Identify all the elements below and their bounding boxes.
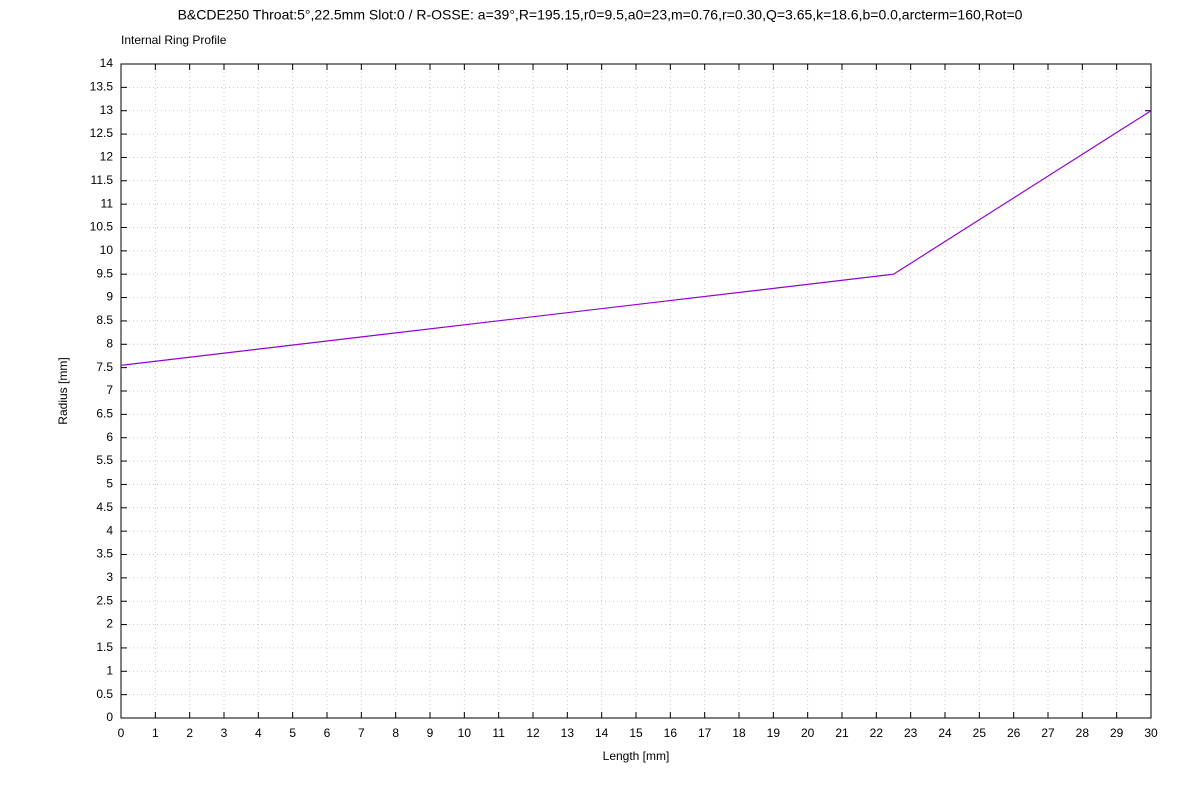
x-tick-label: 4	[255, 726, 262, 740]
x-tick-label: 21	[835, 726, 849, 740]
x-tick-label: 27	[1041, 726, 1055, 740]
y-tick-label: 8	[106, 336, 113, 350]
y-tick-label: 0.5	[96, 687, 113, 701]
y-tick-label: 10	[100, 243, 114, 257]
y-tick-label: 3.5	[96, 547, 113, 561]
y-tick-label: 4.5	[96, 500, 113, 514]
x-axis-label: Length [mm]	[603, 749, 670, 763]
x-tick-label: 6	[324, 726, 331, 740]
y-tick-label: 2	[106, 617, 113, 631]
y-tick-label: 8.5	[96, 313, 113, 327]
x-tick-label: 24	[938, 726, 952, 740]
x-tick-label: 14	[595, 726, 609, 740]
y-tick-label: 9	[106, 290, 113, 304]
x-tick-label: 0	[118, 726, 125, 740]
x-tick-label: 17	[698, 726, 712, 740]
x-tick-label: 26	[1007, 726, 1021, 740]
y-tick-label: 13.5	[90, 80, 114, 94]
y-tick-label: 6.5	[96, 407, 113, 421]
x-tick-label: 16	[664, 726, 678, 740]
x-tick-label: 29	[1110, 726, 1124, 740]
y-tick-label: 1	[106, 663, 113, 677]
y-tick-label: 7.5	[96, 360, 113, 374]
chart-title: B&CDE250 Throat:5°,22.5mm Slot:0 / R-OSS…	[178, 7, 1023, 23]
x-tick-label: 20	[801, 726, 815, 740]
y-tick-label: 6	[106, 430, 113, 444]
y-tick-label: 13	[100, 103, 114, 117]
y-tick-label: 5	[106, 477, 113, 491]
x-tick-label: 15	[629, 726, 643, 740]
x-tick-label: 25	[973, 726, 987, 740]
x-tick-label: 5	[289, 726, 296, 740]
x-tick-label: 19	[767, 726, 781, 740]
x-tick-label: 3	[221, 726, 228, 740]
y-tick-label: 5.5	[96, 453, 113, 467]
y-tick-label: 3	[106, 570, 113, 584]
chart-subtitle: Internal Ring Profile	[121, 33, 227, 47]
plot-frame	[120, 63, 1152, 719]
y-tick-label: 14	[100, 56, 114, 70]
y-tick-label: 0	[106, 710, 113, 724]
y-tick-label: 7	[106, 383, 113, 397]
y-axis-label: Radius [mm]	[56, 357, 70, 424]
line-series	[120, 110, 1152, 366]
x-tick-label: 7	[358, 726, 365, 740]
x-tick-label: 30	[1144, 726, 1158, 740]
x-tick-label: 9	[427, 726, 434, 740]
y-tick-label: 1.5	[96, 640, 113, 654]
x-tick-label: 1	[152, 726, 159, 740]
x-tick-label: 8	[392, 726, 399, 740]
y-tick-label: 12	[100, 150, 114, 164]
y-tick-label: 11.5	[91, 173, 114, 187]
x-tick-label: 18	[732, 726, 746, 740]
x-tick-label: 10	[458, 726, 472, 740]
x-tick-label: 23	[904, 726, 918, 740]
x-tick-label: 2	[186, 726, 193, 740]
y-tick-label: 12.5	[90, 126, 114, 140]
y-tick-label: 4	[106, 523, 113, 537]
y-tick-label: 11	[101, 196, 114, 210]
y-tick-label: 9.5	[96, 266, 113, 280]
x-tick-label: 12	[526, 726, 540, 740]
x-tick-label: 22	[870, 726, 884, 740]
x-tick-label: 11	[492, 726, 505, 740]
x-tick-label: 13	[561, 726, 575, 740]
y-tick-label: 2.5	[96, 593, 113, 607]
x-tick-label: 28	[1076, 726, 1090, 740]
y-tick-label: 10.5	[90, 220, 114, 234]
